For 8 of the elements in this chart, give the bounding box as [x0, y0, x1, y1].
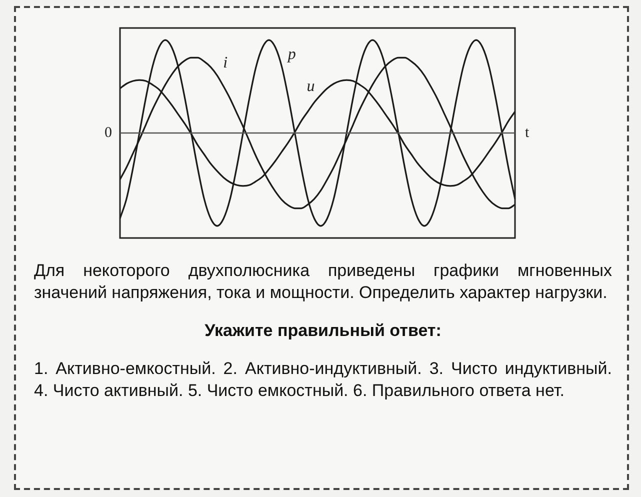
x-axis-title: t — [525, 124, 530, 141]
text: 1. Активно-емкостный. 2. Активно-индуктивный. 3. Чисто индуктивный. 4. Чисто активный. 5. Чисто емкостный. 6. Правильного ответа нет. — [34, 358, 612, 402]
series-label: i — [223, 54, 228, 72]
series-label: p — [286, 46, 296, 64]
text: Для некоторого двухполюсника приведены графики мгновенных значений напряжения, тока и мощности. Определить характер нагрузки. — [34, 260, 612, 304]
text: Укажите правильный ответ: — [204, 320, 442, 342]
ref-line-label: 0 — [104, 124, 112, 141]
series-label: u — [306, 78, 315, 96]
